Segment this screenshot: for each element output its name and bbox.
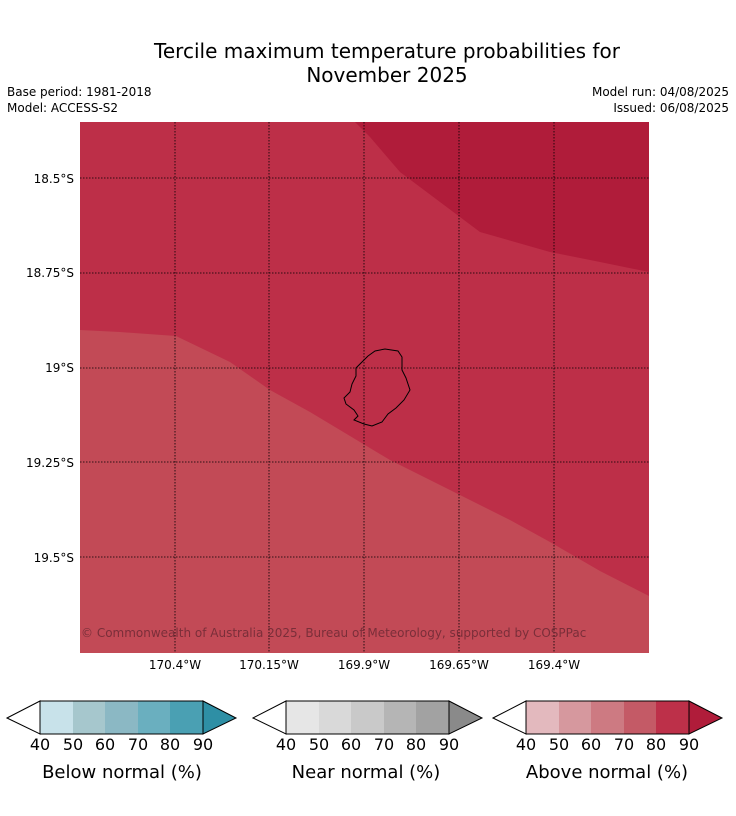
colorbar-swatch <box>351 701 384 734</box>
colorbar-label-near: Near normal (%) <box>291 762 441 783</box>
model-run: Model run: 04/08/2025 <box>591 85 729 99</box>
colorbar-swatch <box>384 701 416 734</box>
colorbar-label-above: Above normal (%) <box>525 762 689 783</box>
colorbar-tick: 60 <box>580 735 602 754</box>
colorbar-swatch <box>170 701 203 734</box>
colorbar-tick: 80 <box>405 735 427 754</box>
colorbar-tick: 60 <box>340 735 362 754</box>
colorbar-frame <box>525 700 690 735</box>
map-svg <box>80 122 649 653</box>
colorbar-swatch <box>40 701 73 734</box>
title-line-1: Tercile maximum temperature probabilitie… <box>154 39 620 63</box>
colorbar-swatch <box>286 701 319 734</box>
base-period: Base period: 1981-2018 <box>7 85 152 99</box>
map-panel[interactable] <box>80 122 649 653</box>
lon-tick-label: 169.9°W <box>337 658 391 672</box>
colorbar-swatch <box>319 701 351 734</box>
lat-tick-label: 18.5°S <box>33 172 74 186</box>
colorbar-below-normal <box>6 700 238 735</box>
map-title: Tercile maximum temperature probabilitie… <box>0 39 736 87</box>
issued-date: Issued: 06/08/2025 <box>613 101 729 115</box>
lat-tick-label: 19.5°S <box>33 551 74 565</box>
colorbar-above-normal <box>492 700 724 735</box>
colorbar-swatch <box>526 701 559 734</box>
colorbar-under-arrow <box>492 700 527 735</box>
colorbar-tick: 90 <box>438 735 460 754</box>
lat-tick-label: 18.75°S <box>26 266 74 280</box>
region-dark <box>355 122 649 272</box>
colorbar-over-arrow <box>448 700 484 735</box>
colorbar-near-normal <box>252 700 484 735</box>
lon-tick-label: 169.65°W <box>429 658 489 672</box>
lon-tick-label: 170.15°W <box>239 658 299 672</box>
colorbar-swatch <box>591 701 624 734</box>
colorbar-tick: 90 <box>678 735 700 754</box>
colorbar-under-arrow <box>6 700 41 735</box>
copyright-notice: © Commonwealth of Australia 2025, Bureau… <box>81 626 587 640</box>
colorbar-under-arrow <box>252 700 287 735</box>
colorbar-tick: 40 <box>275 735 297 754</box>
colorbar-swatch <box>656 701 689 734</box>
colorbar-swatch <box>138 701 170 734</box>
colorbar-tick: 80 <box>159 735 181 754</box>
lat-tick-label: 19.25°S <box>26 456 74 470</box>
colorbar-tick: 50 <box>62 735 84 754</box>
colorbar-tick: 40 <box>29 735 51 754</box>
meta-right: Model run: 04/08/2025 Issued: 06/08/2025 <box>592 84 729 116</box>
colorbar-tick: 70 <box>373 735 395 754</box>
colorbar-swatch <box>559 701 591 734</box>
colorbar-tick: 70 <box>613 735 635 754</box>
colorbar-swatch <box>73 701 105 734</box>
model-name: Model: ACCESS-S2 <box>7 101 119 115</box>
niue-island-outline <box>343 348 411 427</box>
colorbar-tick: 90 <box>192 735 214 754</box>
colorbar-tick: 50 <box>548 735 570 754</box>
meta-left: Base period: 1981-2018 Model: ACCESS-S2 <box>7 84 152 116</box>
lat-tick-label: 19°S <box>45 361 74 375</box>
title-line-2: November 2025 <box>306 63 468 87</box>
colorbar-tick: 40 <box>515 735 537 754</box>
lon-tick-label: 169.4°W <box>527 658 581 672</box>
colorbar-swatch <box>624 701 656 734</box>
gridlines <box>80 122 649 653</box>
lon-tick-label: 170.4°W <box>148 658 202 672</box>
colorbar-tick: 50 <box>308 735 330 754</box>
colorbar-over-arrow <box>202 700 238 735</box>
colorbar-swatch <box>416 701 449 734</box>
colorbar-frame <box>39 700 204 735</box>
colorbar-over-arrow <box>688 700 724 735</box>
colorbar-tick: 70 <box>127 735 149 754</box>
colorbar-swatch <box>105 701 138 734</box>
colorbar-tick: 80 <box>645 735 667 754</box>
colorbar-frame <box>285 700 450 735</box>
colorbar-tick: 60 <box>94 735 116 754</box>
colorbar-label-below: Below normal (%) <box>42 762 202 783</box>
